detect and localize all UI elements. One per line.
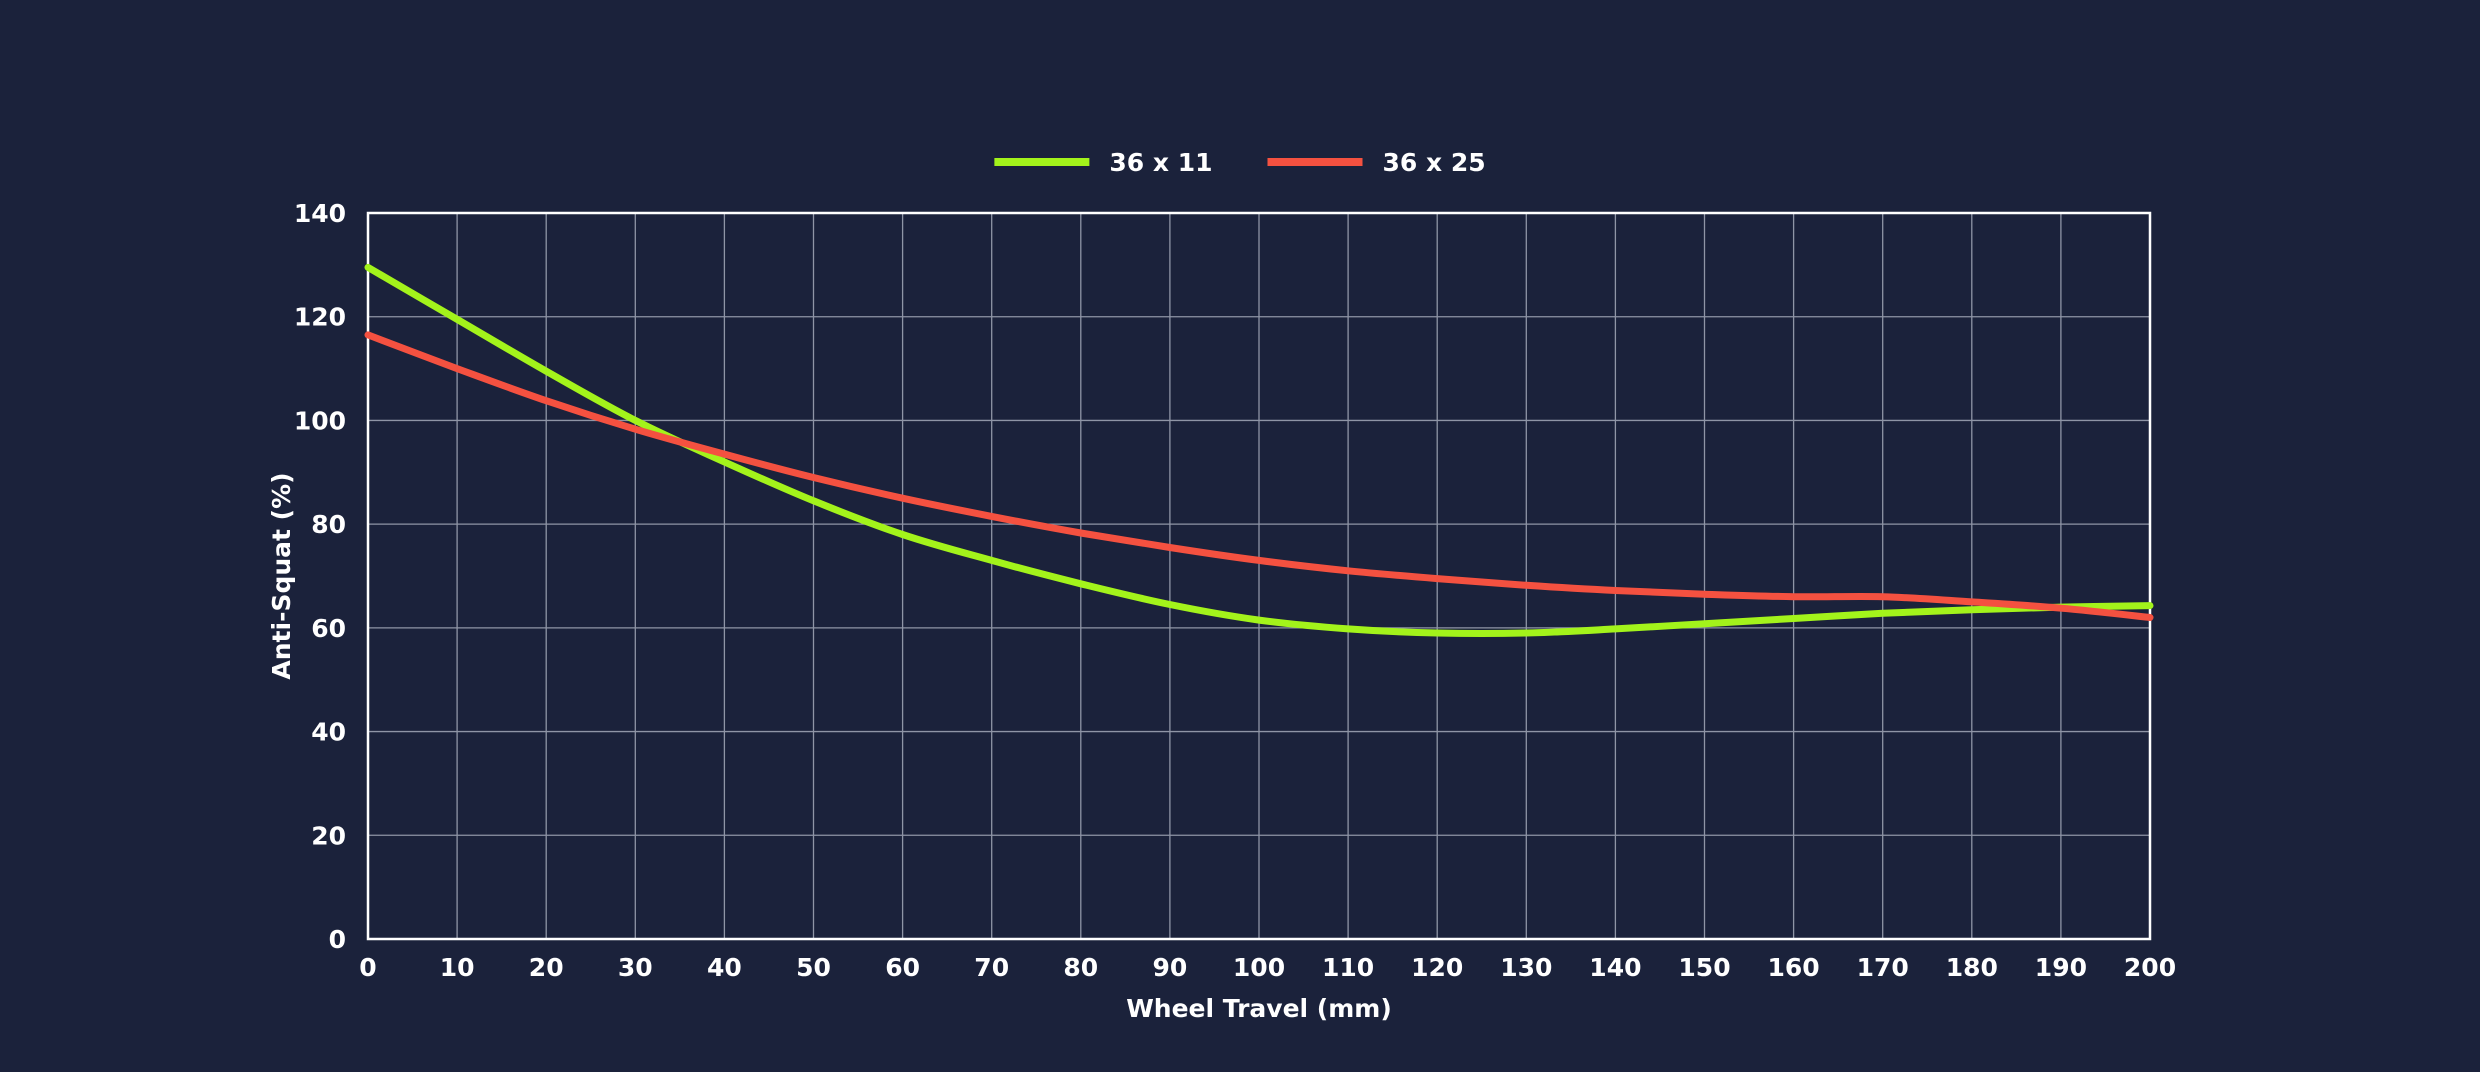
x-tick-label: 40 [707, 953, 742, 982]
x-tick-label: 170 [1857, 953, 1909, 982]
y-axis-title: Anti-Squat (%) [267, 472, 296, 679]
legend: 36 x 11 36 x 25 [994, 148, 1486, 177]
x-tick-label: 120 [1411, 953, 1463, 982]
x-axis-title: Wheel Travel (mm) [1126, 994, 1392, 1023]
x-tick-label: 60 [885, 953, 920, 982]
y-tick-label: 140 [294, 199, 346, 228]
x-tick-label: 190 [2035, 953, 2087, 982]
y-tick-label: 80 [311, 510, 346, 539]
y-tick-label: 60 [311, 614, 346, 643]
x-tick-label: 110 [1322, 953, 1374, 982]
y-tick-label: 20 [311, 821, 346, 850]
x-tick-label: 150 [1678, 953, 1730, 982]
y-tick-label: 120 [294, 303, 346, 332]
x-tick-label: 70 [974, 953, 1009, 982]
x-tick-label: 160 [1768, 953, 1820, 982]
axes: 0 10 20 30 40 50 60 70 80 90 100 110 120 130 140 150 160… [294, 199, 2176, 982]
x-tick-label: 30 [618, 953, 653, 982]
x-tick-label: 20 [529, 953, 564, 982]
x-tick-label: 0 [359, 953, 376, 982]
series-line-2 [364, 331, 2154, 621]
plot-frame [366, 211, 2152, 941]
x-tick-label: 130 [1500, 953, 1552, 982]
x-tick-label: 80 [1063, 953, 1098, 982]
legend-label: 36 x 11 [1109, 148, 1212, 177]
y-tick-label: 0 [329, 925, 346, 954]
y-tick-label: 100 [294, 406, 346, 435]
x-tick-label: 140 [1589, 953, 1641, 982]
grid [367, 212, 2151, 940]
series-layer [364, 263, 2154, 638]
x-tick-label: 180 [1946, 953, 1998, 982]
x-tick-label: 10 [440, 953, 475, 982]
x-tick-label: 200 [2124, 953, 2176, 982]
x-tick-label: 50 [796, 953, 831, 982]
series-line-1 [364, 263, 2154, 638]
legend-label: 36 x 25 [1383, 148, 1486, 177]
x-tick-label: 100 [1233, 953, 1285, 982]
y-tick-label: 40 [311, 718, 346, 747]
x-tick-label: 90 [1153, 953, 1188, 982]
